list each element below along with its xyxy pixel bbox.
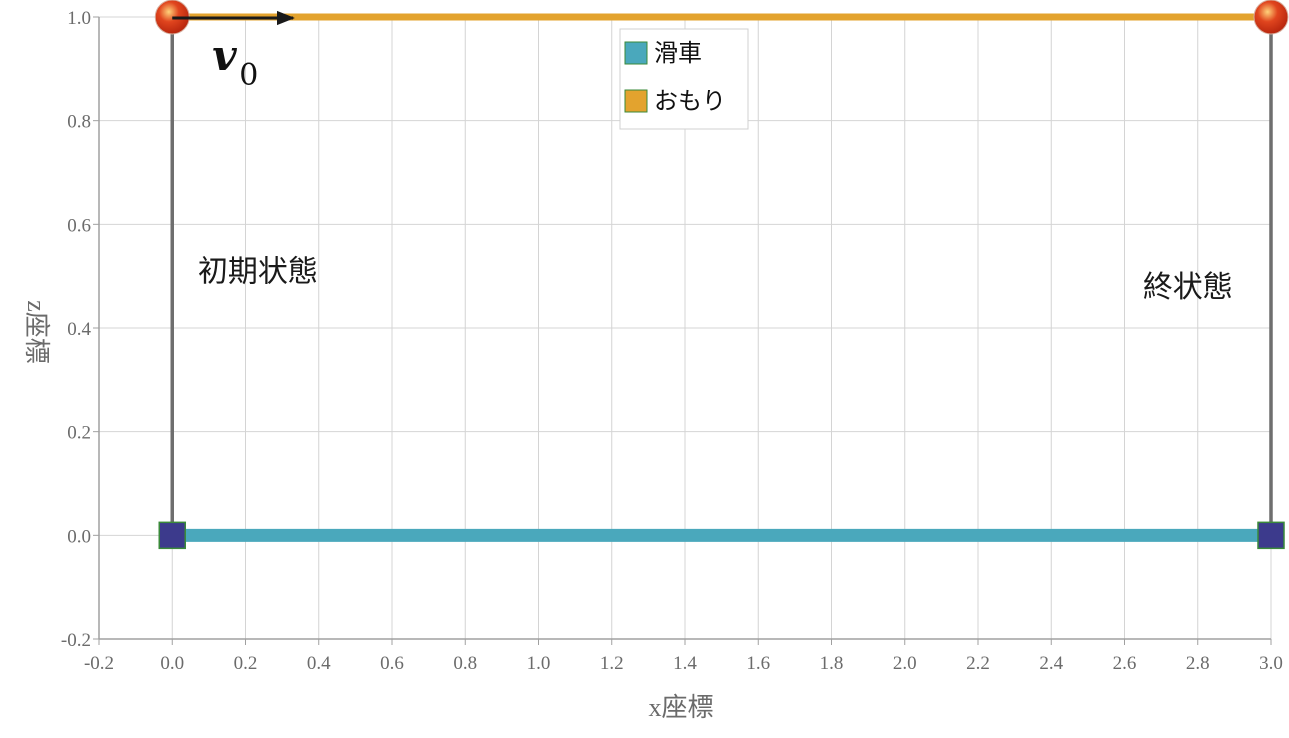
y-tick-label: 0.8 <box>67 112 91 133</box>
y-tick-label: 0.2 <box>67 423 91 444</box>
pulley-marker <box>158 521 186 550</box>
initial-state-label: 初期状態 <box>198 254 318 289</box>
weight-marker <box>1253 0 1289 35</box>
x-tick-label: 1.6 <box>746 653 770 674</box>
y-tick-label: 1.0 <box>67 8 91 29</box>
x-tick-label: 2.6 <box>1113 653 1137 674</box>
y-tick-label: -0.2 <box>61 630 91 651</box>
x-tick-labels: -0.2 0.0 0.2 0.4 0.6 0.8 1.0 1.2 1.4 1.6 1.8 2.0 2.2… <box>84 639 1283 674</box>
y-tick-labels: -0.2 0.0 0.2 0.4 0.6 0.8 1.0 <box>61 8 99 651</box>
x-tick-label: -0.2 <box>84 653 114 674</box>
x-tick-label: 0.2 <box>234 653 258 674</box>
x-tick-label: 1.2 <box>600 653 624 674</box>
x-tick-label: 1.8 <box>820 653 844 674</box>
pulley-marker <box>1257 521 1285 550</box>
legend-swatch <box>624 41 648 65</box>
markers <box>154 0 1289 550</box>
x-tick-label: 2.0 <box>893 653 917 674</box>
final-state-label: 終状態 <box>1143 270 1233 305</box>
x-tick-label: 0.4 <box>307 653 331 674</box>
x-tick-label: 3.0 <box>1259 653 1283 674</box>
x-axis-title: x座標 <box>648 693 713 722</box>
y-tick-label: 0.0 <box>67 526 91 547</box>
legend-label: おもり <box>654 87 726 115</box>
x-tick-label: 0.8 <box>453 653 477 674</box>
velocity-subscript: 0 <box>239 58 258 93</box>
y-axis-title: z座標 <box>22 300 51 364</box>
x-tick-label: 2.4 <box>1039 653 1063 674</box>
x-tick-label: 2.2 <box>966 653 990 674</box>
x-tick-label: 0.6 <box>380 653 404 674</box>
legend-swatch <box>624 89 648 113</box>
annotations: 初期状態 終状態 <box>198 254 1233 305</box>
series-lines <box>172 13 1271 542</box>
y-tick-label: 0.6 <box>67 215 91 236</box>
x-tick-label: 2.8 <box>1186 653 1210 674</box>
legend-label: 滑車 <box>654 39 702 67</box>
x-tick-label: 1.0 <box>527 653 551 674</box>
y-tick-label: 0.4 <box>67 319 91 340</box>
x-tick-label: 0.0 <box>160 653 184 674</box>
velocity-label: v <box>212 31 237 80</box>
x-tick-label: 1.4 <box>673 653 697 674</box>
strings <box>170 17 1273 536</box>
